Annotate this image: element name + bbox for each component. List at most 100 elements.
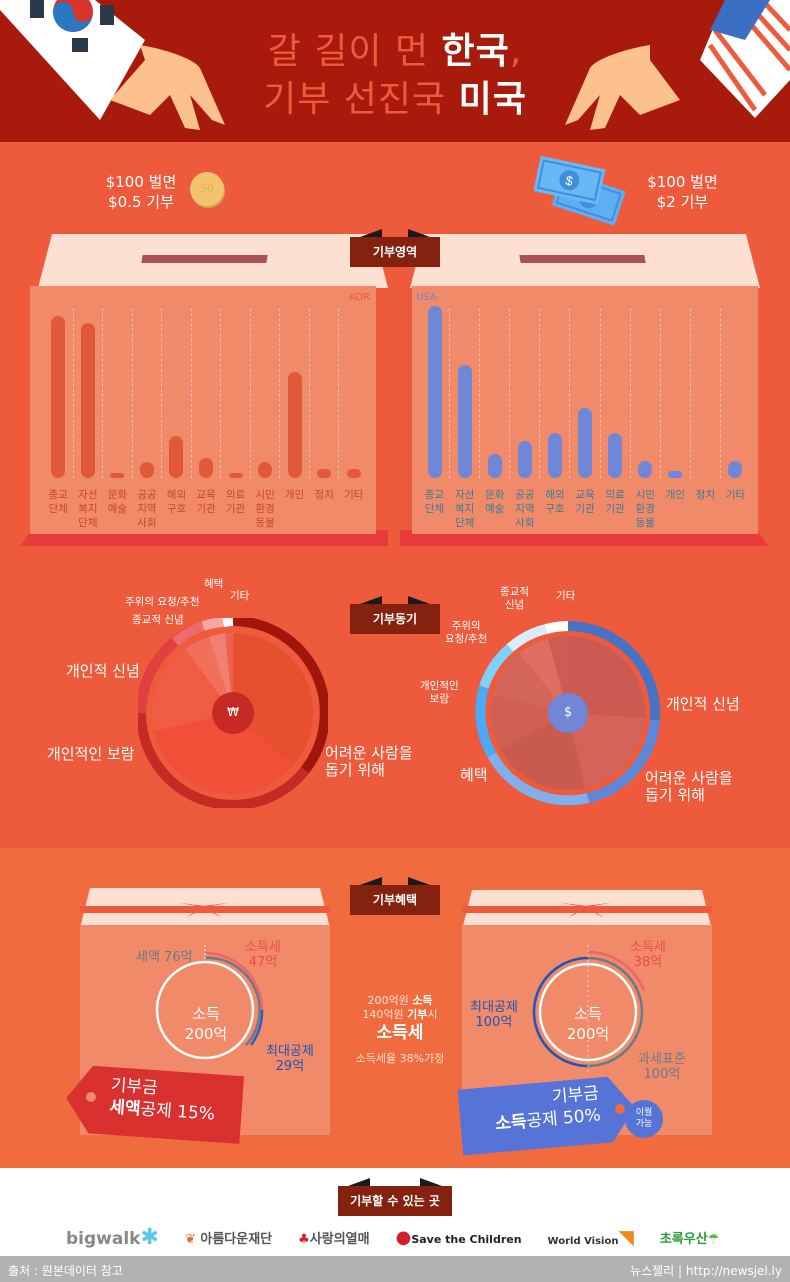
- umbrella-icon: ☂: [707, 1231, 720, 1247]
- title-comma: ,: [509, 31, 523, 72]
- usa-bar: [668, 471, 683, 478]
- kor-bar-col: 교육 기관: [192, 308, 222, 515]
- kor-ballot-slot: [141, 255, 268, 263]
- section-ribbon-area: 기부영역: [350, 229, 440, 267]
- kor-bar: [317, 469, 332, 478]
- kor-bar-col: 기타: [339, 308, 368, 501]
- title-text: 갈 길이 먼: [267, 31, 442, 72]
- kor-bar-col: 종교 단체: [44, 308, 74, 515]
- logo-world-vision[interactable]: World Vision◥: [548, 1225, 634, 1249]
- logo-green-umbrella[interactable]: 초록우산☂: [660, 1228, 720, 1247]
- bigwalk-figure-icon: ✱: [140, 1224, 159, 1250]
- kor-bar-label: 공공 지역 사회: [137, 489, 157, 529]
- kor-tag-text: 기부금 세액공제 15%: [109, 1074, 218, 1125]
- kor-bar-col: 정치: [310, 308, 340, 501]
- usa-max-deduction: 최대공제 100억: [470, 1000, 518, 1030]
- logo-save-the-children[interactable]: ●Save the Children: [396, 1227, 522, 1248]
- dollar-bills-icon: $: [533, 155, 626, 226]
- world-vision-icon: ◥: [618, 1225, 634, 1249]
- logo-text: 사랑의열매: [309, 1231, 370, 1247]
- usa-bar-col: 공공 지역 사회: [510, 308, 541, 529]
- tag-bold: 소득: [494, 1111, 528, 1135]
- kor-bar-label: 개인: [284, 489, 305, 501]
- usa-bar-col: 종교 단체: [420, 306, 451, 515]
- usa-bar-col: 문화 예술: [480, 308, 511, 515]
- kor-label-etc: 기타: [230, 590, 250, 602]
- usa-bar-col: 정치: [691, 308, 721, 501]
- usa-bar-label: 시민 환경 동물: [635, 489, 655, 529]
- usa-bar-label: 기타: [725, 489, 746, 501]
- usa-label-help: 어려운 사람을 돕기 위해: [645, 769, 733, 804]
- tag-hole-icon: [615, 1104, 625, 1114]
- usa-bar: [487, 454, 502, 478]
- section-ribbon-where: 기부할 수 있는 곳: [338, 1178, 452, 1216]
- center-text: 시: [427, 1008, 438, 1021]
- usa-label-benefit: 혜택: [460, 766, 488, 784]
- kor-bar-chart: 종교 단체 자선 복지 단체 문화 예술 공공 지역 사회 해외 구호 교육 기…: [44, 308, 368, 529]
- kor-bar-label: 의료 기관: [225, 489, 246, 515]
- kor-label-request: 주위의 요청/추천: [125, 596, 200, 608]
- save-children-icon: ●: [395, 1226, 412, 1248]
- usa-donation-ratio: $100 벌면 $2 기부: [647, 173, 718, 211]
- logo-love-fruit[interactable]: ♣사랑의열매: [298, 1228, 369, 1247]
- usa-bar-label: 해외 구호: [545, 489, 565, 515]
- usa-bar: [728, 461, 743, 478]
- kor-bar: [110, 473, 125, 478]
- usa-bar: [638, 461, 653, 478]
- usa-ballot-box: USA 종교 단체 자선 복지 단체 문화 예술 공공 지역 사회 해외 구호 …: [412, 286, 758, 534]
- usa-gift-ribbon: [462, 906, 712, 913]
- footer-bar: 출처 : 원본데이터 참고 뉴스젤리 | http://newsjel.ly: [0, 1256, 790, 1282]
- usa-bar-label: 의료 기관: [605, 489, 625, 515]
- kor-box-base: [20, 530, 388, 546]
- kor-bar: [258, 462, 273, 478]
- kor-bar-label: 해외 구호: [166, 489, 187, 515]
- logo-bigwalk[interactable]: bigwalk✱: [66, 1225, 159, 1250]
- section-ribbon-benefit: 기부혜택: [350, 877, 440, 915]
- usa-bar-label: 정치: [695, 489, 716, 501]
- kor-bar-col: 공공 지역 사회: [133, 308, 163, 529]
- tag-rest: 공제 15%: [139, 1099, 216, 1125]
- center-bold: 기부: [407, 1008, 428, 1021]
- usa-bar-col: 기타: [721, 308, 750, 501]
- usa-bar-col: 의료 기관: [601, 308, 631, 515]
- svg-text:$: $: [564, 173, 575, 189]
- usa-bar-chart: 종교 단체 자선 복지 단체 문화 예술 공공 지역 사회 해외 구호 교육 기…: [420, 306, 750, 529]
- usa-bar-label: 개인: [665, 489, 685, 501]
- tag-hole-icon: [86, 1092, 96, 1102]
- kor-bar-label: 종교 단체: [48, 489, 68, 515]
- kor-bar: [80, 323, 95, 478]
- center-big-label: 소득세: [376, 1023, 424, 1043]
- usa-label-religion: 종교적 신념: [500, 586, 529, 611]
- kor-ballot-box: KOR 종교 단체 자선 복지 단체 문화 예술 공공 지역 사회 해외 구호 …: [30, 286, 376, 534]
- usa-label-reward: 개인적인 보람: [420, 680, 459, 705]
- kor-label-belief: 개인적 신념: [66, 662, 140, 680]
- won-icon: ₩: [227, 705, 239, 719]
- logo-text: Save the Children: [411, 1232, 522, 1246]
- usa-tax-base: 과세표준 100억: [638, 1052, 686, 1082]
- credit-link[interactable]: 뉴스젤리 | http://newsjel.ly: [630, 1264, 782, 1278]
- center-text: 140억원: [362, 1008, 408, 1021]
- usa-bar-col: 해외 구호: [540, 308, 571, 515]
- usa-bar-col: 자선 복지 단체: [450, 308, 481, 529]
- kor-bar: [199, 458, 213, 478]
- kor-bar: [346, 469, 361, 478]
- usa-country-label: USA: [416, 292, 437, 303]
- tax-rate-note: 소득세율 38%가정: [355, 1052, 445, 1065]
- usa-label-request: 주위의 요청/추천: [445, 620, 488, 645]
- logo-text: 아름다운재단: [200, 1231, 273, 1247]
- kor-bar-col: 문화 예술: [103, 308, 133, 515]
- usa-income-tax: 소득세 38억: [630, 940, 666, 970]
- usa-bar-col: 시민 환경 동물: [631, 308, 661, 529]
- usa-bar-label: 종교 단체: [424, 489, 445, 515]
- title-text: 기부 선진국: [263, 79, 459, 120]
- kor-income-tax: 소득세 47억: [245, 940, 281, 970]
- kor-tax-amount: 세액 76억: [136, 950, 193, 965]
- kor-label-reward: 개인적인 보람: [47, 745, 135, 763]
- usa-flag-hand-icon: [565, 0, 790, 130]
- kor-bar: [51, 316, 66, 478]
- usa-bar: [427, 306, 442, 478]
- benefit-assumption: 200억원 소득 140억원 기부시 소득세 소득세율 38%가정: [340, 994, 460, 1066]
- logo-beautiful-foundation[interactable]: ❦ 아름다운재단: [185, 1228, 272, 1247]
- kor-bar: [228, 473, 243, 478]
- kor-bar-col: 자선 복지 단체: [74, 308, 104, 529]
